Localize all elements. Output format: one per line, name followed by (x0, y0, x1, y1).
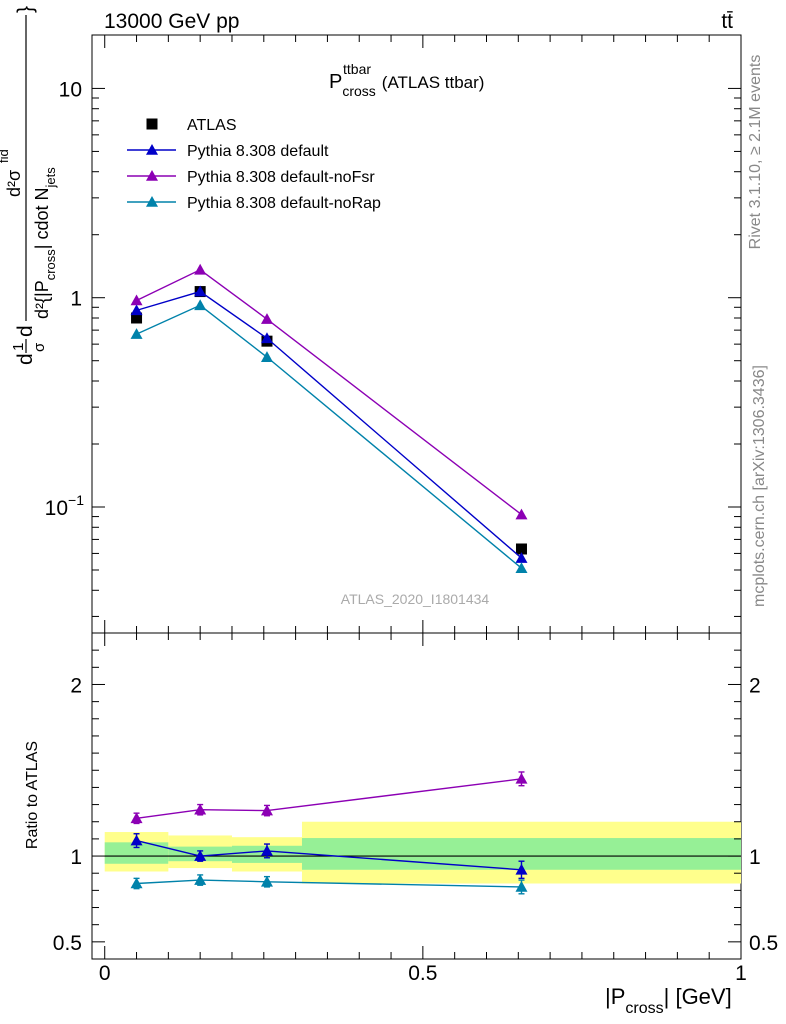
stat-uncertainty-band (104, 842, 169, 864)
tick-base: 10 (45, 497, 68, 520)
data-point (131, 312, 143, 324)
legend: ATLAS Pythia 8.308 default Pythia 8.308 de… (127, 117, 381, 212)
series-0 (131, 286, 527, 555)
series-2 (130, 263, 528, 520)
ylabel-den-main: d²{|P (32, 280, 52, 319)
xlabel-main: |P (605, 984, 625, 1009)
ylabel-den-tail: | cdot N (32, 188, 52, 250)
legend-label: Pythia 8.308 default-noRap (187, 195, 381, 212)
tick-exponent: −1 (68, 492, 84, 508)
ylabel-unit: } [1/GeV] (14, 0, 37, 13)
ratio-series-line (136, 839, 522, 871)
ratio-data-point (515, 772, 528, 784)
data-point (194, 285, 207, 297)
ratio-plot-series (130, 771, 528, 895)
ratio-plot-frame (91, 632, 742, 960)
data-point (194, 299, 207, 311)
ratio-y-tick-label-right: 2 (749, 674, 761, 697)
ratio-data-point (130, 812, 143, 824)
ratio-y-tick-label-right: 1 (749, 846, 761, 869)
ratio-data-point (130, 877, 143, 889)
main-y-tick-label: 10 (59, 78, 82, 101)
main-plot-series (130, 263, 528, 573)
legend-label: ATLAS (187, 117, 237, 134)
legend-marker (146, 196, 158, 207)
ratio-data-point (515, 863, 528, 875)
ratio-data-point (260, 875, 273, 887)
ratio-data-point (260, 804, 273, 816)
data-point (260, 332, 273, 344)
ratio-series-1 (130, 771, 528, 825)
title-main: P (329, 71, 342, 93)
ratio-data-point (260, 844, 273, 856)
x-tick-label: 0.5 (408, 962, 437, 985)
main-title: Pcross (ATLAS ttbar) (329, 71, 484, 99)
ratio-data-point (515, 880, 528, 892)
ylabel-inner-num: d²σ (4, 170, 24, 197)
ratio-y-axis-label: Ratio to ATLAS (24, 741, 41, 849)
main-y-tick-label: 1 (70, 288, 82, 311)
ylabel-frac-num: 1 (10, 343, 27, 351)
x-axis-label: |Pcross| [GeV] (605, 984, 732, 1017)
ratio-plot-ticks: 0.5 0.51 12 20 0.5 1 (53, 633, 778, 985)
data-point (515, 552, 528, 563)
data-point (130, 294, 143, 306)
ylabel-den-sub: cross (43, 249, 58, 281)
analysis-watermark: ATLAS_2020_I1801434 (341, 591, 490, 607)
data-point (515, 508, 528, 520)
process-label: tt̄ (721, 10, 733, 33)
legend-marker (146, 118, 158, 130)
legend-marker (146, 170, 158, 181)
series-1 (130, 285, 528, 563)
title-sub: cross (342, 83, 375, 99)
ylabel-frac-den: σ (31, 342, 48, 352)
ratio-y-tick-label: 2 (70, 674, 82, 697)
collision-label: 13000 GeV pp (104, 10, 239, 33)
data-point (130, 328, 143, 339)
ratio-y-tick-label-right: 0.5 (749, 932, 778, 955)
legend-label: Pythia 8.308 default-noFsr (187, 169, 375, 186)
data-point (194, 263, 207, 275)
ratio-data-point (194, 850, 207, 861)
ylabel-den-tail-sub: jets (43, 167, 58, 189)
ratio-y-tick-label: 1 (70, 846, 82, 869)
ratio-data-point (130, 834, 143, 846)
title-suffix: (ATLAS ttbar) (382, 73, 485, 92)
data-point (515, 543, 527, 555)
xlabel-tail: | [GeV] (664, 984, 732, 1009)
ratio-series-2 (130, 874, 528, 895)
legend-label: Pythia 8.308 default (187, 143, 329, 160)
ratio-y-tick-label: 0.5 (53, 932, 82, 955)
title-sup: ttbar (343, 61, 371, 77)
data-point (130, 304, 143, 316)
series-line (136, 290, 522, 559)
ratio-data-point (194, 803, 207, 815)
ratio-series-line (136, 879, 522, 888)
main-y-tick-label: 10−1 (45, 492, 85, 520)
series-line (136, 268, 522, 516)
main-y-axis-label: d 1 σ d d²σ fid d²{|Pcross| cdot Njets }… (0, 0, 58, 365)
ylabel-inner-num-sup: fid (0, 149, 11, 163)
ratio-series-0 (130, 833, 528, 880)
data-point (260, 313, 273, 324)
x-tick-label: 1 (735, 962, 747, 985)
x-tick-label: 0 (99, 962, 111, 985)
data-point (515, 562, 528, 573)
data-point (260, 351, 273, 362)
xlabel-sub: cross (625, 1000, 663, 1017)
ratio-data-point (194, 874, 207, 885)
legend-marker (146, 144, 158, 155)
ylabel-d2: d (14, 325, 37, 337)
rivet-version-label: Rivet 3.1.10, ≥ 2.1M events (747, 55, 764, 250)
ylabel-d1: d (14, 353, 37, 365)
series-3 (130, 299, 528, 573)
ratio-series-line (136, 778, 522, 819)
ylabel-inner-den: d²{|Pcross| cdot Njets (32, 167, 58, 319)
mcplots-label: mcplots.cern.ch [arXiv:1306.3436] (751, 365, 768, 607)
series-line (136, 304, 522, 569)
